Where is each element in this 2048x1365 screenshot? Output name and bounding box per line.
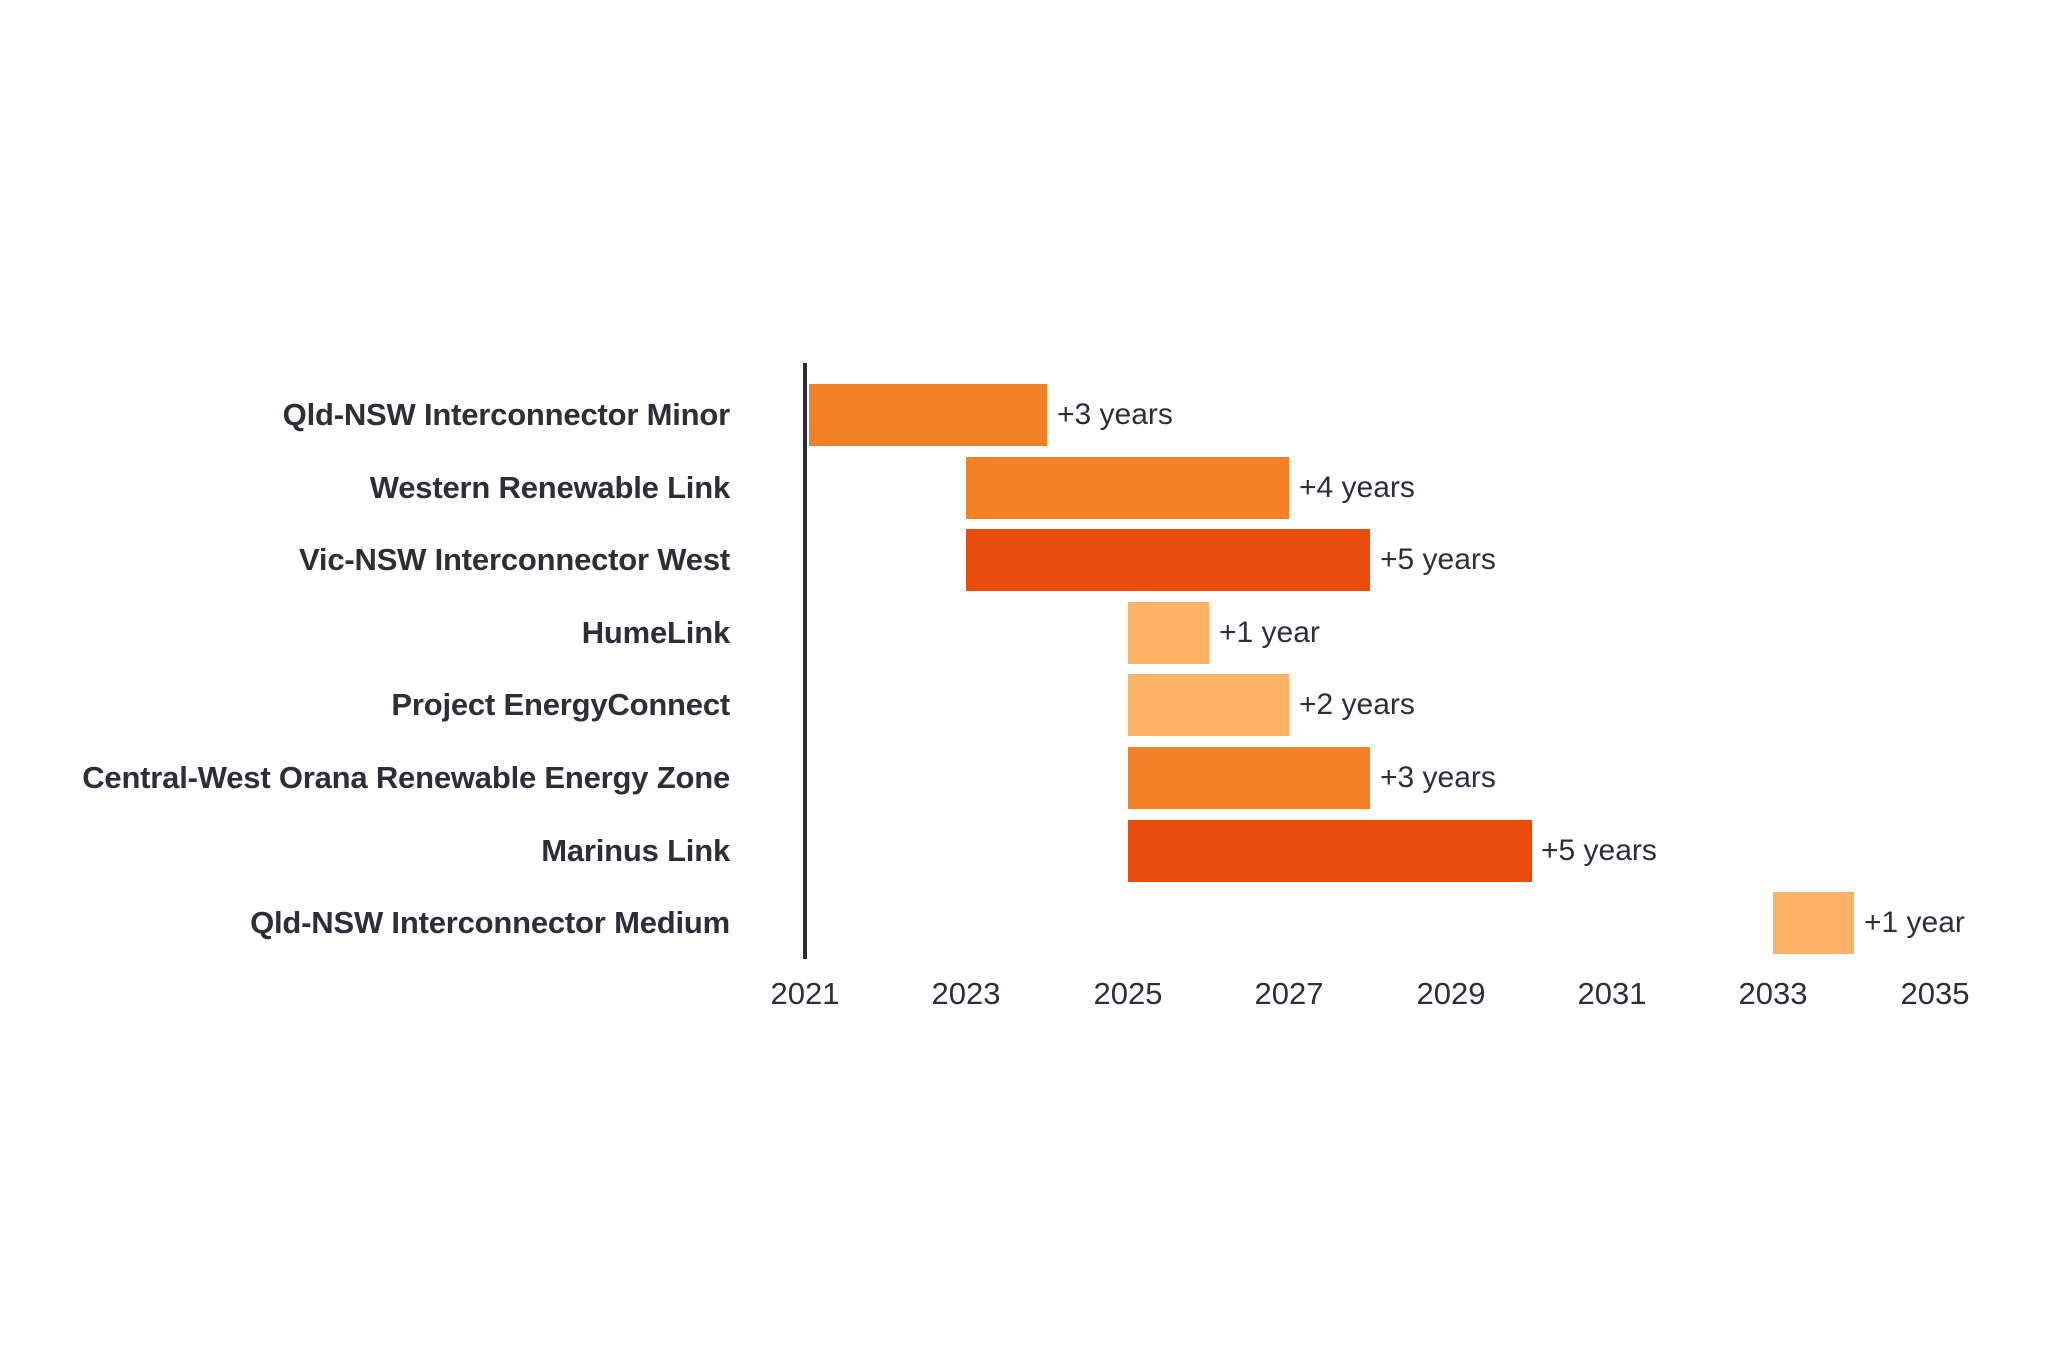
gantt-row: Qld-NSW Interconnector Medium +1 year	[0, 892, 2048, 954]
delay-label: +3 years	[1380, 761, 1496, 794]
delay-label: +5 years	[1541, 834, 1657, 867]
project-label: Marinus Link	[541, 833, 730, 868]
gantt-bar	[1773, 892, 1854, 954]
project-label: Qld-NSW Interconnector Minor	[282, 397, 731, 432]
x-axis-tick: 2027	[1254, 976, 1324, 1011]
x-axis-tick: 2033	[1738, 976, 1808, 1011]
delay-label: +1 year	[1219, 616, 1320, 649]
project-label: Western Renewable Link	[369, 470, 730, 505]
x-axis-tick: 2029	[1416, 976, 1486, 1011]
delay-label: +1 year	[1864, 906, 1965, 939]
x-axis-tick: 2031	[1577, 976, 1647, 1011]
delay-label: +5 years	[1380, 543, 1496, 576]
x-axis-tick: 2021	[770, 976, 840, 1011]
gantt-row: Central-West Orana Renewable Energy Zone…	[0, 747, 2048, 809]
gantt-row: Vic-NSW Interconnector West +5 years	[0, 529, 2048, 591]
x-axis-tick: 2023	[931, 976, 1001, 1011]
gantt-bar	[809, 384, 1047, 446]
gantt-bar	[1128, 602, 1209, 664]
x-axis-baseline	[803, 363, 807, 959]
x-axis-tick: 2025	[1093, 976, 1163, 1011]
project-label: Central-West Orana Renewable Energy Zone	[82, 760, 730, 795]
gantt-bar	[1128, 820, 1532, 882]
gantt-bar	[966, 457, 1289, 519]
gantt-row: Project EnergyConnect +2 years	[0, 674, 2048, 736]
project-label: HumeLink	[581, 615, 730, 650]
project-label: Project EnergyConnect	[391, 687, 730, 722]
gantt-row: HumeLink +1 year	[0, 602, 2048, 664]
gantt-bar	[1128, 747, 1370, 809]
gantt-bar	[966, 529, 1370, 591]
project-label: Qld-NSW Interconnector Medium	[250, 905, 730, 940]
project-label: Vic-NSW Interconnector West	[299, 542, 730, 577]
delay-label: +4 years	[1299, 471, 1415, 504]
gantt-bar	[1128, 674, 1289, 736]
delay-label: +3 years	[1057, 398, 1173, 431]
gantt-row: Qld-NSW Interconnector Minor +3 years	[0, 384, 2048, 446]
delay-label: +2 years	[1299, 688, 1415, 721]
x-axis-tick: 2035	[1900, 976, 1970, 1011]
gantt-row: Western Renewable Link +4 years	[0, 457, 2048, 519]
gantt-row: Marinus Link +5 years	[0, 820, 2048, 882]
